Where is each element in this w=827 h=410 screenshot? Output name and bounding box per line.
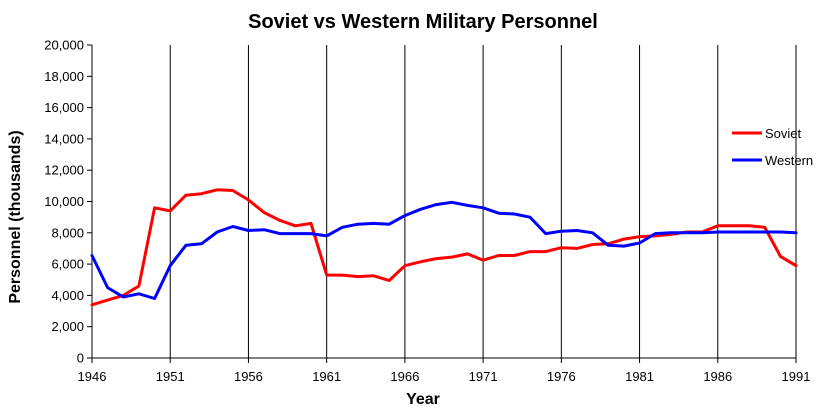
y-tick-label: 16,000: [44, 100, 84, 115]
x-tick-label: 1951: [156, 369, 185, 384]
series-layer: [90, 188, 798, 307]
x-axis-ticks: 1946 1951 1956 1961 1966 1971 1976 1981 1986 1991: [78, 358, 811, 384]
x-tick-label: 1971: [469, 369, 498, 384]
legend-label-western: Western: [765, 153, 813, 168]
chart-title: Soviet vs Western Military Personnel: [248, 11, 598, 33]
x-tick-label: 1991: [782, 369, 811, 384]
legend: Soviet Western: [732, 126, 813, 168]
plot-frame: [91, 45, 796, 359]
x-tick-label: 1946: [78, 369, 107, 384]
y-axis-title: Personnel (thousands): [7, 130, 24, 303]
x-tick-label: 1986: [703, 369, 732, 384]
vertical-gridlines: [169, 45, 797, 358]
series-line-western: [90, 200, 798, 300]
y-tick-label: 20,000: [44, 38, 84, 53]
x-tick-label: 1966: [390, 369, 419, 384]
y-axis-ticks: 0 2,000 4,000 6,000 8,000 10,000 12,000 14,000 1…: [44, 38, 92, 366]
x-axis-title: Year: [406, 391, 440, 408]
y-tick-label: 14,000: [44, 131, 84, 146]
x-tick-label: 1981: [625, 369, 654, 384]
y-tick-label: 8,000: [51, 225, 84, 240]
series-line-soviet: [90, 188, 798, 307]
y-tick-label: 0: [77, 351, 84, 366]
x-tick-label: 1961: [312, 369, 341, 384]
x-tick-label: 1976: [547, 369, 576, 384]
legend-label-soviet: Soviet: [765, 126, 802, 141]
y-tick-label: 10,000: [44, 194, 84, 209]
y-tick-label: 12,000: [44, 163, 84, 178]
y-tick-label: 6,000: [51, 257, 84, 272]
y-tick-label: 2,000: [51, 319, 84, 334]
y-tick-label: 4,000: [51, 288, 84, 303]
y-tick-label: 18,000: [44, 69, 84, 84]
x-tick-label: 1956: [234, 369, 263, 384]
